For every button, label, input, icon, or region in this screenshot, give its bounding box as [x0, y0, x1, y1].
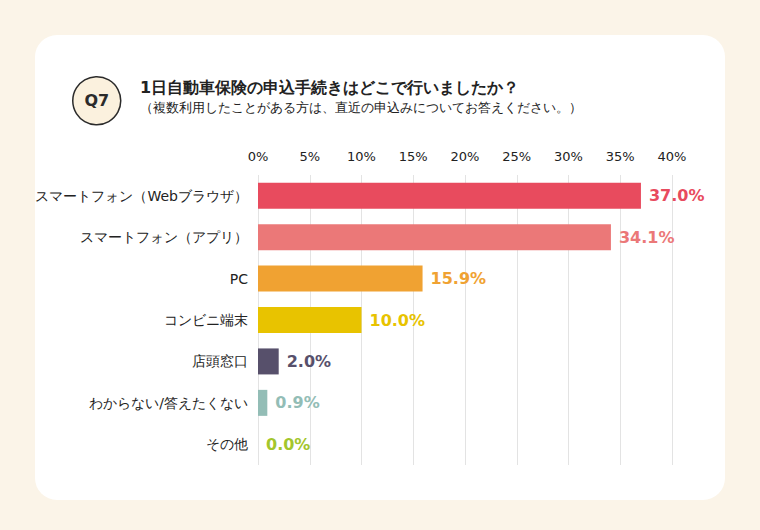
svg-text:35%: 35% — [606, 149, 635, 164]
svg-text:（複数利用したことがある方は、直近の申込みについてお答えくだ: （複数利用したことがある方は、直近の申込みについてお答えください。） — [140, 100, 582, 115]
svg-text:10%: 10% — [347, 149, 376, 164]
svg-text:34.1%: 34.1% — [619, 228, 675, 247]
svg-text:1日自動車保険の申込手続きはどこで行いましたか？: 1日自動車保険の申込手続きはどこで行いましたか？ — [140, 78, 519, 97]
svg-text:店頭窓口: 店頭窓口 — [192, 353, 248, 369]
svg-text:0.0%: 0.0% — [266, 435, 310, 454]
svg-text:PC: PC — [230, 271, 248, 287]
svg-text:コンビニ端末: コンビニ端末 — [164, 312, 248, 328]
svg-text:Q7: Q7 — [84, 91, 109, 110]
svg-text:20%: 20% — [451, 149, 480, 164]
svg-text:5%: 5% — [299, 149, 320, 164]
svg-text:2.0%: 2.0% — [287, 352, 331, 371]
svg-text:わからない/答えたくない: わからない/答えたくない — [89, 395, 248, 411]
svg-text:15%: 15% — [399, 149, 428, 164]
svg-text:その他: その他 — [206, 436, 248, 452]
svg-text:0.9%: 0.9% — [275, 393, 319, 412]
svg-text:スマートフォン（Webブラウザ）: スマートフォン（Webブラウザ） — [35, 188, 248, 204]
svg-text:37.0%: 37.0% — [649, 186, 705, 205]
svg-text:10.0%: 10.0% — [370, 311, 426, 330]
svg-text:30%: 30% — [554, 149, 583, 164]
svg-text:スマートフォン（アプリ）: スマートフォン（アプリ） — [80, 229, 248, 245]
svg-text:15.9%: 15.9% — [431, 269, 487, 288]
svg-text:0%: 0% — [248, 149, 269, 164]
svg-text:25%: 25% — [502, 149, 531, 164]
svg-text:40%: 40% — [658, 149, 687, 164]
